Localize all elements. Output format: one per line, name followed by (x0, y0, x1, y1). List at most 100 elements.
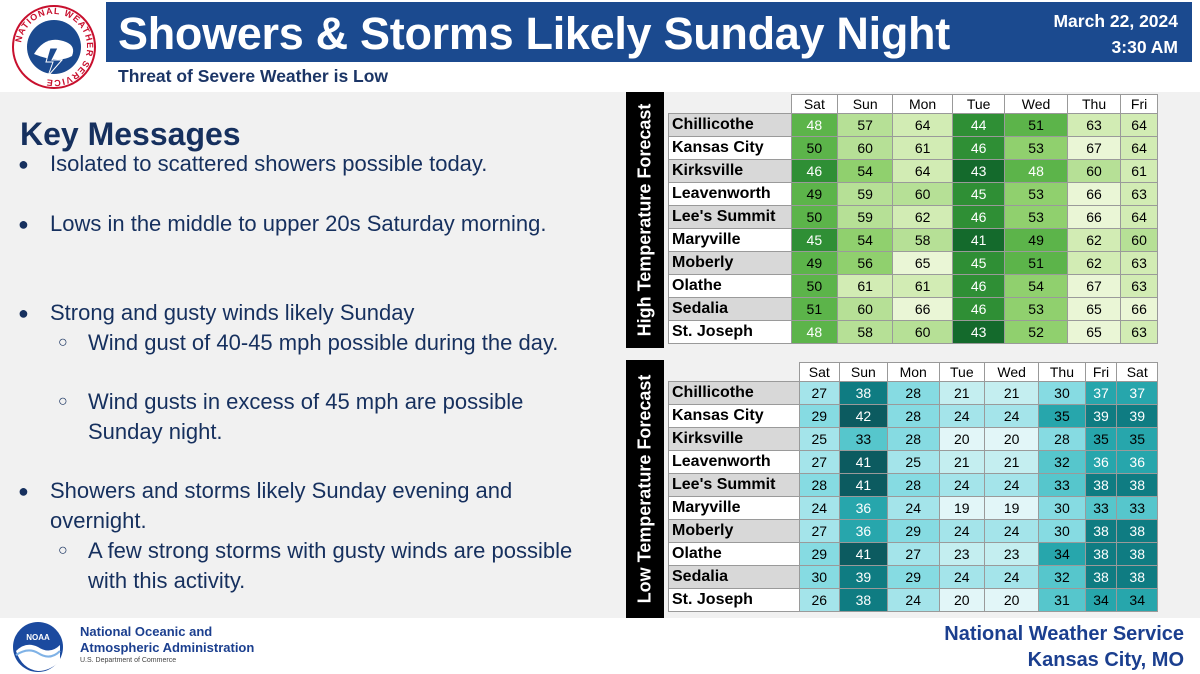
temp-cell: 21 (938, 381, 985, 405)
temp-cell: 60 (1066, 159, 1122, 183)
key-messages-title: Key Messages (20, 116, 241, 152)
temp-cell: 48 (1004, 159, 1068, 183)
page-title: Showers & Storms Likely Sunday Night (118, 8, 950, 59)
day-header: Sat (790, 94, 839, 114)
office-name: National Weather Service Kansas City, MO (944, 621, 1184, 673)
temp-cell: 27 (886, 542, 940, 566)
temp-cell: 38 (1084, 542, 1118, 566)
sub-bullet-marker: ○ (58, 542, 68, 559)
temp-cell: 38 (1116, 473, 1158, 497)
temp-cell: 32 (1038, 565, 1086, 589)
day-header: Fri (1120, 94, 1158, 114)
high-temp-label-text: High Temperature Forecast (634, 103, 655, 337)
temp-cell: 27 (798, 519, 841, 543)
temp-cell: 31 (1038, 588, 1086, 612)
temp-cell: 25 (886, 450, 940, 474)
temp-cell: 59 (837, 205, 894, 229)
noaa-logo: NOAA (13, 622, 63, 672)
temp-cell: 29 (798, 404, 841, 428)
temp-cell: 34 (1038, 542, 1086, 566)
table-row: Kirksville 46 54 64 43 48 60 61 (668, 159, 1158, 183)
temp-cell: 28 (886, 427, 940, 451)
temp-cell: 34 (1116, 588, 1158, 612)
temp-cell: 45 (952, 251, 1006, 275)
temp-cell: 28 (886, 381, 940, 405)
noaa-line2: Atmospheric Administration (80, 640, 255, 655)
temp-cell: 41 (839, 450, 888, 474)
temp-cell: 54 (837, 228, 894, 252)
low-temp-label: Low Temperature Forecast (626, 360, 664, 618)
temp-cell: 21 (938, 450, 985, 474)
office-line1: National Weather Service (944, 623, 1184, 645)
temp-cell: 41 (839, 473, 888, 497)
bullet-text: Isolated to scattered showers possible t… (50, 151, 488, 176)
city-cell: Olathe (668, 274, 792, 298)
temp-cell: 36 (1084, 450, 1118, 474)
table-row: Leavenworth 49 59 60 45 53 66 63 (668, 182, 1158, 206)
table-row: Chillicothe 27 38 28 21 21 30 37 37 (668, 381, 1158, 405)
high-temp-table: Sat Sun Mon Tue Wed Thu Fri Chillicothe 48 57 64 4… (668, 94, 1158, 344)
temp-cell: 24 (938, 473, 985, 497)
temp-cell: 19 (938, 496, 985, 520)
day-header: Mon (892, 94, 954, 114)
temp-cell: 62 (1066, 251, 1122, 275)
page-subtitle: Threat of Severe Weather is Low (118, 66, 389, 86)
temp-cell: 33 (1084, 496, 1118, 520)
temp-cell: 67 (1066, 274, 1122, 298)
temp-cell: 37 (1116, 381, 1158, 405)
table-corner (669, 363, 800, 382)
day-header: Sat (1116, 362, 1158, 382)
temp-cell: 29 (886, 519, 940, 543)
temp-cell: 24 (798, 496, 841, 520)
temp-cell: 49 (790, 251, 839, 275)
temp-cell: 46 (790, 159, 839, 183)
day-header: Wed (983, 362, 1040, 382)
temp-cell: 39 (839, 565, 888, 589)
header: NATIONAL WEATHER SERVICE Showers & Storm… (0, 0, 1200, 92)
temp-cell: 29 (798, 542, 841, 566)
temp-cell: 49 (790, 182, 839, 206)
temp-cell: 48 (790, 113, 839, 137)
temp-cell: 26 (798, 588, 841, 612)
temp-cell: 29 (886, 565, 940, 589)
temp-cell: 50 (790, 136, 839, 160)
sub-bullet-marker: ○ (58, 334, 68, 351)
temp-cell: 42 (839, 404, 888, 428)
bullet-item: ● Isolated to scattered showers possible… (18, 149, 598, 179)
temp-cell: 60 (837, 136, 894, 160)
temp-cell: 61 (1120, 159, 1158, 183)
temp-cell: 66 (1120, 297, 1158, 321)
temp-cell: 38 (1116, 519, 1158, 543)
city-cell: Sedalia (668, 297, 792, 321)
temp-cell: 24 (983, 473, 1040, 497)
bullet-text: Showers and storms likely Sunday evening… (50, 478, 513, 533)
table-row: Leavenworth 27 41 25 21 21 32 36 36 (668, 450, 1158, 474)
temp-cell: 61 (837, 274, 894, 298)
temp-cell: 24 (938, 565, 985, 589)
temp-cell: 61 (892, 136, 954, 160)
city-cell: Kirksville (668, 159, 792, 183)
temp-cell: 27 (798, 450, 841, 474)
issue-time: 3:30 AM (1111, 37, 1178, 57)
temp-cell: 24 (983, 404, 1040, 428)
sub-bullet-item: ○ A few strong storms with gusty winds a… (58, 536, 588, 596)
temp-cell: 66 (892, 297, 954, 321)
sub-bullet-item: ○ Wind gust of 40-45 mph possible during… (58, 328, 588, 358)
day-header: Thu (1038, 362, 1086, 382)
temp-cell: 48 (790, 320, 839, 344)
temp-cell: 44 (952, 113, 1006, 137)
city-cell: Kansas City (668, 404, 800, 428)
temp-cell: 61 (892, 274, 954, 298)
temp-cell: 30 (1038, 496, 1086, 520)
temp-cell: 28 (886, 404, 940, 428)
temp-cell: 36 (1116, 450, 1158, 474)
city-cell: Lee's Summit (668, 205, 792, 229)
temp-cell: 58 (892, 228, 954, 252)
temp-cell: 45 (952, 182, 1006, 206)
temp-cell: 46 (952, 274, 1006, 298)
temp-cell: 38 (1084, 473, 1118, 497)
temp-cell: 28 (1038, 427, 1086, 451)
temp-cell: 60 (1120, 228, 1158, 252)
nws-logo: NATIONAL WEATHER SERVICE (12, 5, 96, 89)
temp-cell: 46 (952, 205, 1006, 229)
